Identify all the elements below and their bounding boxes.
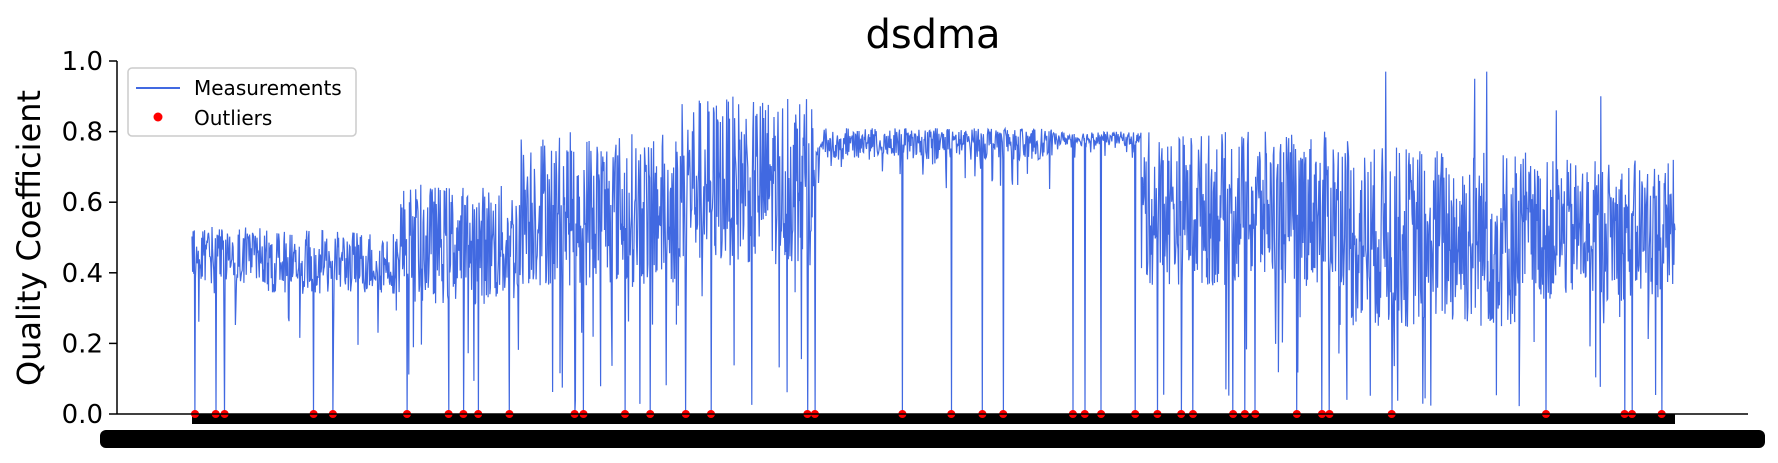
measurements-series bbox=[191, 71, 1676, 415]
x-tick-marks bbox=[100, 414, 1765, 448]
y-tick-label: 0.6 bbox=[62, 188, 103, 218]
y-axis-label: Quality Coefficient bbox=[10, 90, 48, 386]
legend: Measurements Outliers bbox=[127, 67, 357, 137]
legend-label-outliers: Outliers bbox=[194, 106, 272, 130]
chart-title: dsdma bbox=[865, 12, 1000, 58]
y-axis-ticks: 0.0 0.2 0.4 0.6 0.8 1.0 bbox=[62, 47, 117, 430]
x-tick-label-band bbox=[100, 430, 1765, 448]
measurements-line bbox=[191, 71, 1676, 415]
legend-box bbox=[127, 67, 357, 137]
legend-marker-swatch bbox=[153, 112, 163, 122]
legend-label-measurements: Measurements bbox=[194, 76, 342, 100]
y-tick-label: 0.8 bbox=[62, 118, 103, 148]
y-tick-label: 0.0 bbox=[62, 400, 103, 430]
y-tick-label: 0.2 bbox=[62, 329, 103, 359]
y-tick-label: 1.0 bbox=[62, 47, 103, 77]
x-tick-band bbox=[192, 414, 1675, 424]
y-tick-label: 0.4 bbox=[62, 259, 103, 289]
